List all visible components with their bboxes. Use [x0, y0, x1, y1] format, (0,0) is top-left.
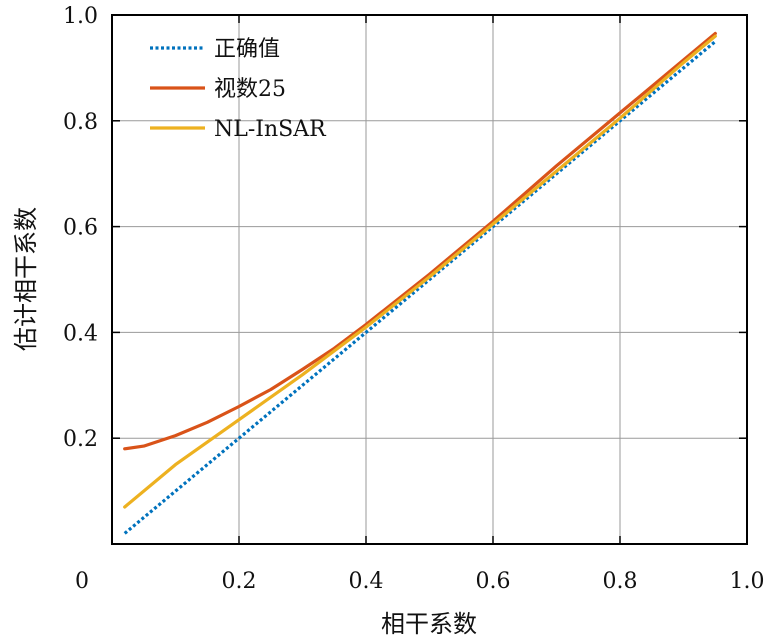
axis-ticks: 0 0.2 0.4 0.6 0.8 1.0 0.2 0.4 0.6 0.8 1.0	[63, 4, 765, 594]
series-line-2	[123, 34, 717, 509]
legend-label: NL-InSAR	[214, 117, 327, 142]
x-tick-label: 0.4	[349, 569, 384, 594]
legend-label: 视数25	[214, 77, 286, 102]
x-tick-label: 0.8	[603, 569, 638, 594]
series-line-1	[123, 31, 717, 451]
x-axis-title: 相干系数	[381, 610, 477, 638]
grid	[112, 15, 747, 544]
y-tick-label: 0.2	[63, 427, 98, 452]
y-tick-label: 0.8	[63, 110, 98, 135]
y-tick-label: 0.4	[63, 321, 98, 346]
x-tick-label: 0.6	[476, 569, 511, 594]
series-line-0	[123, 40, 717, 535]
legend-label: 正确值	[214, 37, 280, 62]
series-lines	[123, 31, 717, 535]
y-tick-label: 1.0	[63, 4, 98, 29]
plot-frame	[111, 14, 748, 545]
x-tick-label: 0	[75, 569, 89, 594]
x-tick-label: 0.2	[222, 569, 257, 594]
y-axis-title: 估计相干系数	[12, 207, 40, 351]
x-tick-label: 1.0	[730, 569, 765, 594]
y-tick-label: 0.6	[63, 216, 98, 241]
